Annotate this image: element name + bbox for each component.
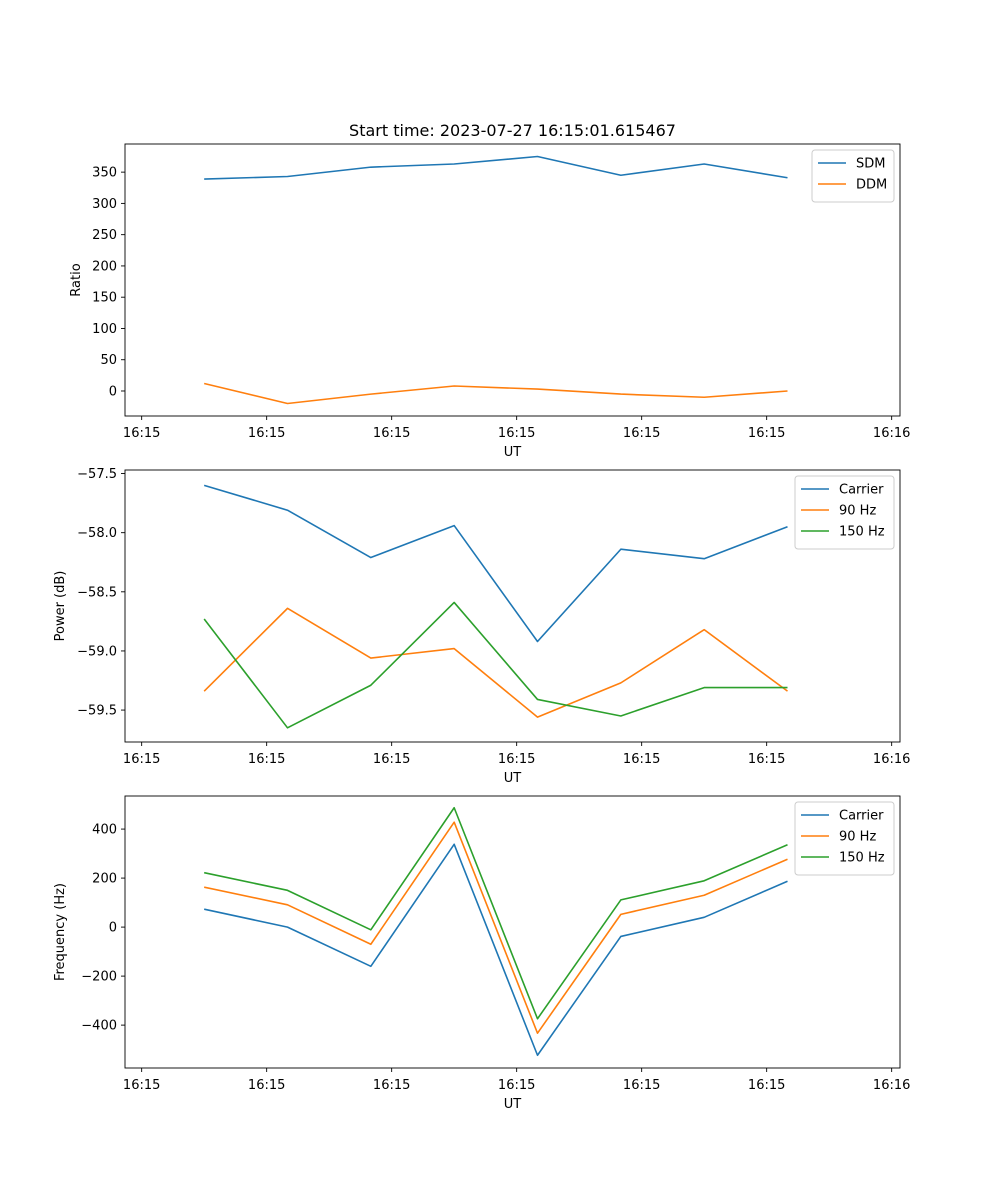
- y-axis-label: Frequency (Hz): [53, 883, 68, 981]
- legend-entry: DDM: [856, 178, 887, 193]
- x-axis-label: UT: [504, 1097, 522, 1112]
- axes-frame: [124, 795, 901, 1069]
- x-tick-label: 16:15: [248, 1078, 285, 1093]
- y-tick-label: 200: [92, 259, 117, 274]
- legend-entry: 150 Hz: [839, 851, 885, 866]
- axes-frame: [124, 143, 901, 417]
- legend-entry: 90 Hz: [839, 504, 876, 519]
- x-axis-label: UT: [504, 445, 522, 460]
- legend-entry: 150 Hz: [839, 525, 885, 540]
- legend: Carrier 90 Hz 150 Hz: [794, 475, 895, 550]
- figure-title: Start time: 2023-07-27 16:15:01.615467: [349, 121, 676, 140]
- x-tick-label: 16:16: [873, 1078, 910, 1093]
- x-tick-label: 16:15: [248, 426, 285, 441]
- y-tick-label: 300: [92, 197, 117, 212]
- x-tick-label: 16:15: [748, 1078, 785, 1093]
- x-tick-label: 16:15: [123, 1078, 160, 1093]
- x-tick-label: 16:15: [248, 752, 285, 767]
- legend-entry: SDM: [856, 157, 885, 172]
- series-line-90-hz: [203, 607, 788, 718]
- series-line-150-hz: [204, 806, 788, 1020]
- y-tick-label: 400: [92, 823, 117, 838]
- x-tick-label: 16:15: [623, 752, 660, 767]
- y-axis-label: Ratio: [69, 263, 84, 296]
- legend: Carrier 90 Hz 150 Hz: [794, 801, 895, 876]
- y-tick-label: 350: [92, 166, 117, 181]
- y-tick-label: 100: [92, 322, 117, 337]
- x-tick-label: 16:16: [873, 752, 910, 767]
- legend-entry: Carrier: [839, 809, 884, 824]
- series-line-150-hz: [203, 601, 788, 729]
- axes-frame: [124, 469, 901, 743]
- subplots: 16:15 16:15 16:15 16:15 16:15 16:15 16:16 0 50 10…: [53, 143, 910, 1112]
- x-tick-label: 16:15: [623, 1078, 660, 1093]
- series-line-90-hz: [204, 821, 788, 1034]
- x-axis-label: UT: [504, 771, 522, 786]
- subplot-1: 16:15 16:15 16:15 16:15 16:15 16:15 16:16 0 50 10…: [69, 143, 910, 460]
- y-tick-label: 0: [109, 384, 117, 399]
- x-tick-label: 16:15: [373, 426, 410, 441]
- x-tick-label: 16:15: [373, 1078, 410, 1093]
- subplot-3: 16:15 16:15 16:15 16:15 16:15 16:15 16:16 −400 −…: [53, 795, 910, 1112]
- y-axis-label: Power (dB): [53, 571, 68, 642]
- y-tick-label: 150: [92, 291, 117, 306]
- x-tick-label: 16:15: [498, 752, 535, 767]
- y-tick-label: −59.0: [77, 644, 117, 659]
- x-tick-label: 16:15: [748, 426, 785, 441]
- x-tick-label: 16:15: [623, 426, 660, 441]
- y-tick-label: 200: [92, 872, 117, 887]
- y-tick-label: 0: [109, 921, 117, 936]
- x-tick-label: 16:15: [498, 426, 535, 441]
- x-tick-label: 16:15: [373, 752, 410, 767]
- series-line-carrier: [203, 484, 788, 643]
- x-tick-label: 16:15: [123, 426, 160, 441]
- y-tick-label: −57.5: [77, 467, 117, 482]
- series-line-carrier: [204, 843, 788, 1057]
- x-tick-label: 16:15: [123, 752, 160, 767]
- y-tick-label: 50: [100, 353, 117, 368]
- legend: SDM DDM: [811, 149, 895, 203]
- y-tick-label: −58.5: [77, 585, 117, 600]
- subplot-2: 16:15 16:15 16:15 16:15 16:15 16:15 16:16 −57.5…: [53, 467, 910, 786]
- y-tick-label: 250: [92, 228, 117, 243]
- y-tick-label: −58.0: [77, 526, 117, 541]
- y-tick-label: −400: [81, 1019, 117, 1034]
- legend-entry: Carrier: [839, 483, 884, 498]
- x-tick-label: 16:16: [873, 426, 910, 441]
- series-line-sdm: [204, 155, 788, 180]
- x-tick-label: 16:15: [498, 1078, 535, 1093]
- legend-entry: 90 Hz: [839, 830, 876, 845]
- y-tick-label: −59.5: [77, 704, 117, 719]
- y-tick-label: −200: [81, 970, 117, 985]
- x-tick-label: 16:15: [748, 752, 785, 767]
- series-line-ddm: [203, 382, 788, 405]
